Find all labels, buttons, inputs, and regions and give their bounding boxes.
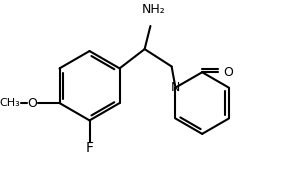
Text: N: N bbox=[171, 81, 180, 94]
Text: O: O bbox=[28, 97, 37, 110]
Text: CH₃: CH₃ bbox=[0, 98, 20, 108]
Text: F: F bbox=[86, 141, 94, 155]
Text: O: O bbox=[223, 66, 233, 79]
Text: NH₂: NH₂ bbox=[141, 3, 165, 16]
